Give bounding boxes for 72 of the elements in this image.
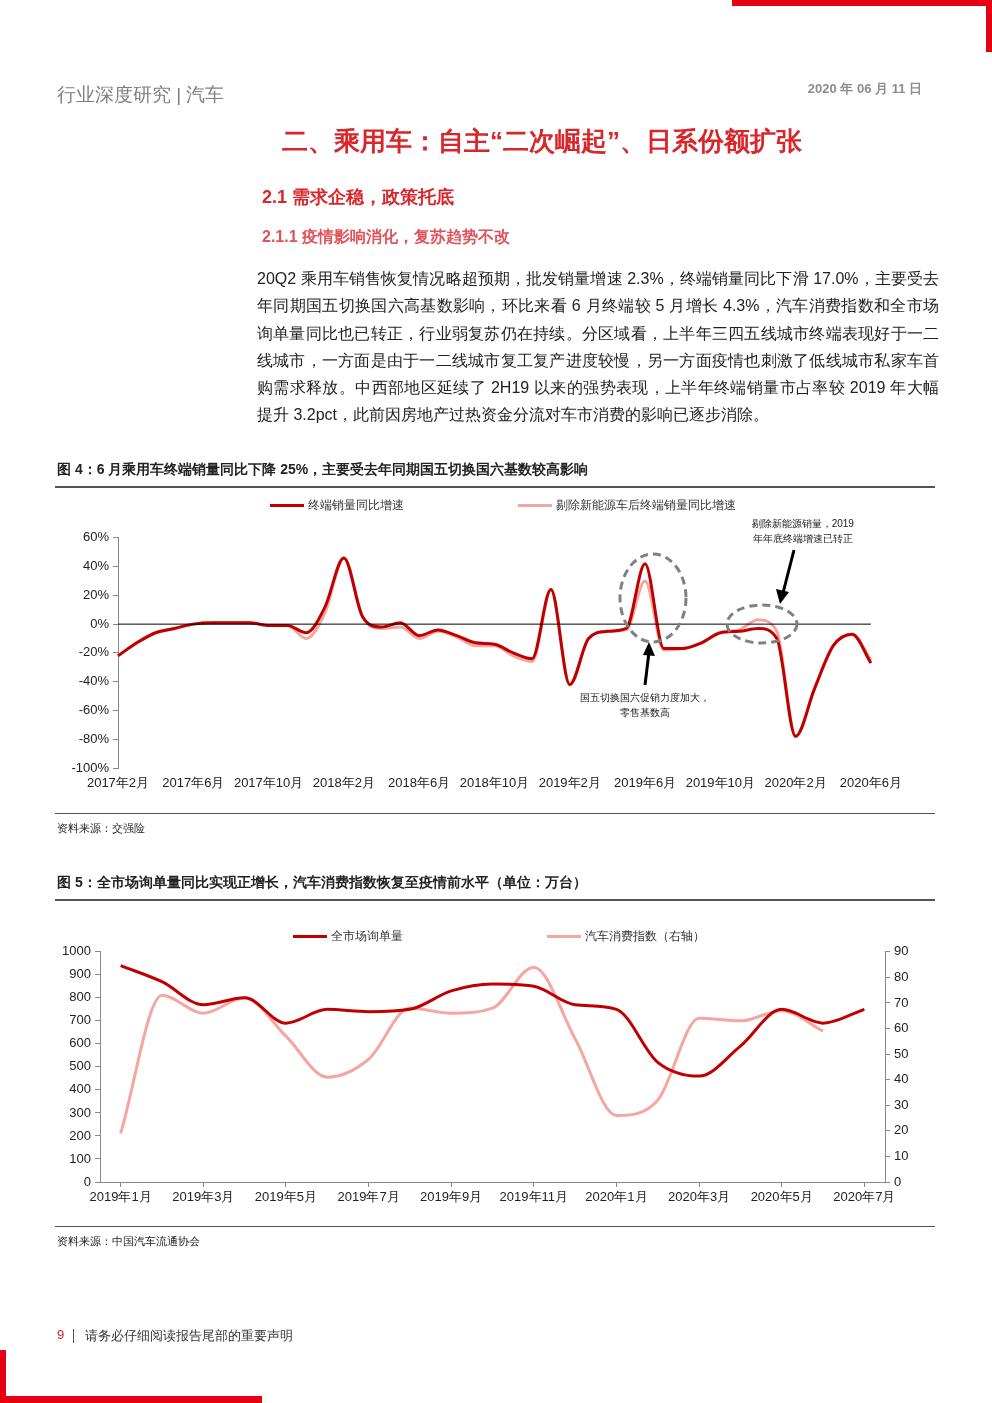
- y2-tick-label: 30: [894, 1096, 909, 1112]
- legend-label: 汽车消费指数（右轴）: [585, 928, 705, 945]
- x-tick-label: 2018年10月: [459, 775, 530, 791]
- chart-title: 图 4：6 月乘用车终端销量同比下降 25%，主要受去年同期国五切换国六基数较高影响: [57, 461, 589, 479]
- y2-tick-label: 80: [894, 968, 909, 984]
- x-tick-label: 2020年5月: [750, 1189, 813, 1205]
- y2-tick-label: 60: [894, 1020, 909, 1036]
- x-tick-label: 2020年2月: [764, 775, 827, 791]
- y-tick-label: 400: [69, 1081, 91, 1097]
- x-tick-label: 2019年3月: [172, 1189, 235, 1205]
- y2-tick-label: 40: [894, 1071, 909, 1087]
- y-tick-label: 600: [69, 1035, 91, 1051]
- text: 2.1.1 疫情影响消化，复苏趋势不改: [262, 227, 511, 247]
- text: 2.1 需求企稳，政策托底: [262, 186, 455, 209]
- y2-tick-label: 90: [894, 943, 909, 959]
- y-tick-label: 40%: [82, 558, 110, 574]
- x-tick-label: 2019年1月: [89, 1189, 152, 1205]
- x-tick-label: 2020年1月: [585, 1189, 648, 1205]
- y-tick-label: -40%: [78, 673, 110, 689]
- legend-label: 全市场询单量: [331, 928, 403, 945]
- x-tick-label: 2019年2月: [538, 775, 601, 791]
- y2-tick-label: 50: [894, 1045, 909, 1061]
- x-tick-label: 2018年2月: [312, 775, 375, 791]
- legend-label: 剔除新能源车后终端销量同比增速: [556, 497, 736, 514]
- x-tick-label: 2019年11月: [499, 1189, 569, 1205]
- y-tick-label: -60%: [78, 702, 110, 718]
- y-tick-label: 20%: [82, 586, 110, 602]
- x-tick-label: 2019年5月: [254, 1189, 317, 1205]
- y-tick-label: 200: [69, 1127, 91, 1143]
- annotation: 国五切换国六促销力度加大，零售基数高: [579, 690, 712, 721]
- y-tick-label: 800: [69, 989, 91, 1005]
- y-tick-label: 60%: [82, 529, 110, 545]
- line-series: [119, 965, 825, 1135]
- y-tick-label: 1000: [62, 943, 91, 959]
- x-tick-label: 2017年2月: [86, 775, 150, 791]
- line-series: [116, 556, 873, 738]
- y2-tick-label: 10: [894, 1148, 909, 1163]
- y-tick-label: 700: [69, 1012, 91, 1028]
- chart-title: 图 5：全市场询单量同比实现正增长，汽车消费指数恢复至疫情前水平（单位：万台）: [57, 874, 587, 892]
- x-tick-label: 2018年6月: [388, 775, 451, 791]
- line-series: [119, 964, 866, 1078]
- x-tick-label: 2017年10月: [233, 775, 304, 791]
- x-tick-label: 2019年10月: [685, 775, 756, 791]
- x-tick-label: 2020年3月: [668, 1189, 731, 1205]
- y-tick-label: -80%: [78, 730, 110, 746]
- y2-tick-label: 20: [894, 1122, 909, 1138]
- y-tick-label: 100: [69, 1150, 91, 1166]
- text: 9: [57, 1327, 65, 1342]
- x-tick-label: 2019年6月: [613, 775, 677, 791]
- y-tick-label: 500: [69, 1058, 91, 1074]
- text: 请务必仔细阅读报告尾部的重要声明: [85, 1327, 293, 1345]
- y-tick-label: 300: [69, 1104, 91, 1120]
- y-tick-label: 0: [83, 1173, 91, 1189]
- text: 2020 年 06 月 11 日: [807, 80, 922, 98]
- y2-tick-label: 0: [894, 1173, 902, 1189]
- text: 20Q2 乘用车销售恢复情况略超预期，批发销量增速 2.3%，终端销量同比下滑 17.0%，主要受去年同期国五切换国六高基数影响，环比来看 6 月终端较 5 月增长 4.3%，汽车消费指数和全市场询单量同比也已转正，行业弱复苏仍在持续。分区域看，上半年三四五线城市终端表现好于一二线城市，一方面是由于一二线城市复工复产进度较慢，另一方面疫情也刺激了低线城市私家车首购需求释放。中西部地区延续了 2H19 以来的强势表现，上半年终端销量市占率较 2019 年大幅提升 3.2pct，此前因房地产过热资金分流对车市消费的影响已逐步消除。: [257, 269, 939, 426]
- x-tick-label: 2020年7月: [833, 1189, 896, 1205]
- text: 资料来源：中国汽车流通协会: [57, 1234, 200, 1249]
- legend-label: 终端销量同比增速: [308, 497, 404, 514]
- y-tick-label: 0%: [90, 615, 110, 631]
- text: 行业深度研究 | 汽车: [57, 83, 225, 107]
- x-tick-label: 2017年6月: [162, 775, 225, 791]
- text: 二、乘用车：自主“二次崛起”、日系份额扩张: [281, 125, 803, 158]
- y-tick-label: 900: [69, 966, 91, 982]
- y2-tick-label: 70: [894, 994, 909, 1010]
- x-tick-label: 2019年9月: [420, 1189, 483, 1205]
- text: 资料来源：交强险: [57, 821, 145, 836]
- y-tick-label: -100%: [71, 759, 110, 775]
- x-tick-label: 2020年6月: [839, 775, 902, 791]
- annotation: 剔除新能源销量，2019年年底终端增速已转正: [750, 517, 855, 546]
- x-tick-label: 2019年7月: [337, 1189, 400, 1205]
- y-tick-label: -20%: [78, 644, 110, 660]
